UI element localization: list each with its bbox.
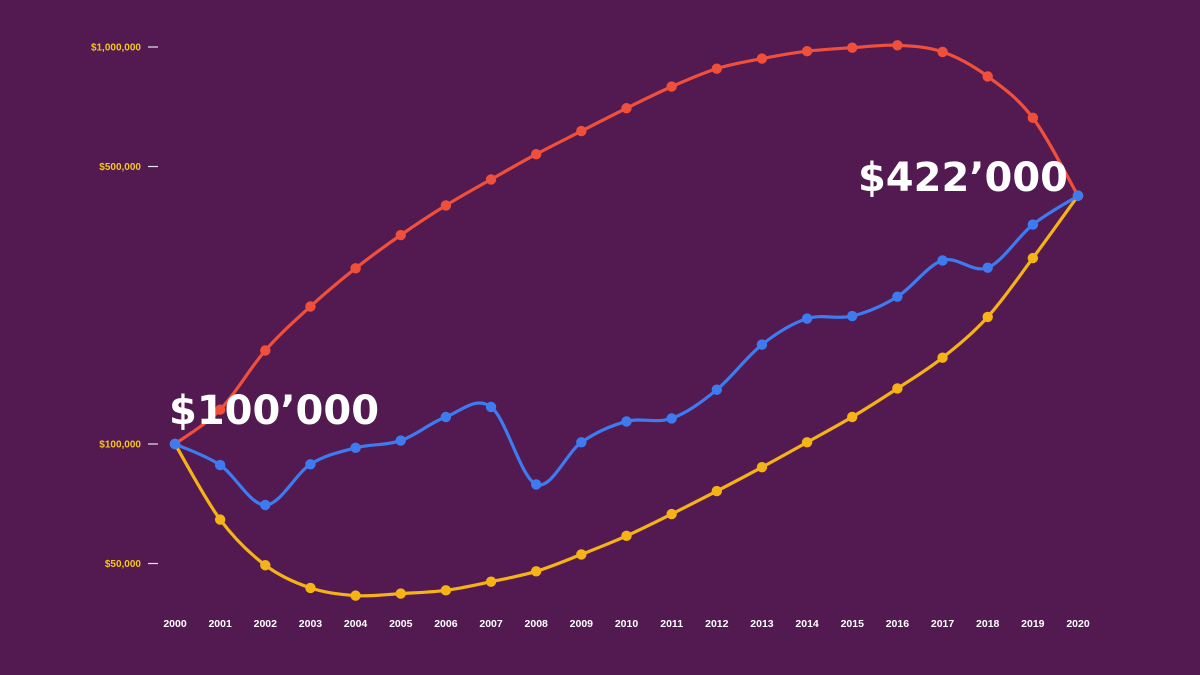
data-point [576, 125, 587, 137]
data-point [847, 42, 858, 53]
y-tick-label: $50,000 [105, 559, 142, 570]
data-point [305, 301, 316, 312]
y-axis: $50,000 $100,000 $500,000 $1,000,000 [91, 43, 158, 570]
data-point [350, 442, 361, 454]
data-point [531, 479, 542, 490]
data-point [937, 255, 948, 266]
x-tick-label: 2011 [660, 618, 683, 630]
data-point [666, 413, 677, 424]
x-tick-label: 2017 [931, 618, 955, 630]
data-point [937, 46, 948, 58]
data-point [621, 530, 632, 542]
data-point [350, 590, 361, 601]
data-point [440, 200, 452, 211]
data-point [260, 345, 271, 356]
data-point [982, 71, 993, 82]
data-point [531, 566, 542, 577]
x-tick-label: 2008 [525, 618, 549, 630]
series-line [173, 194, 1080, 507]
data-point [801, 313, 813, 324]
x-tick-label: 2004 [344, 618, 368, 630]
data-point [666, 508, 677, 520]
x-tick-label: 2001 [208, 618, 232, 630]
y-tick-label: $1,000,000 [91, 43, 141, 54]
data-point [892, 291, 903, 302]
data-point [260, 499, 271, 511]
data-point [531, 149, 542, 160]
data-point [1027, 219, 1039, 230]
x-tick-label: 2015 [841, 618, 865, 630]
data-point [756, 53, 768, 64]
x-tick-label: 2000 [163, 618, 187, 630]
annotation-start-value: $100’000 [169, 388, 379, 434]
annotations: $100’000 $422’000 [169, 155, 1068, 434]
data-point [756, 462, 768, 473]
data-point [1072, 190, 1084, 201]
x-tick-label: 2006 [434, 618, 458, 630]
data-point [214, 514, 226, 525]
x-tick-label: 2020 [1066, 618, 1090, 630]
x-tick-label: 2019 [1021, 618, 1045, 630]
data-point [395, 588, 406, 599]
x-tick-label: 2002 [254, 618, 278, 630]
x-tick-label: 2014 [795, 618, 819, 630]
data-point [485, 174, 497, 185]
data-point [485, 576, 497, 587]
data-point [801, 437, 813, 448]
series-group [169, 40, 1084, 601]
data-point [892, 383, 903, 394]
series-3 [169, 190, 1084, 511]
data-point [711, 63, 722, 74]
x-tick-label: 2016 [886, 618, 910, 630]
y-tick-label: $500,000 [99, 162, 141, 173]
x-tick-label: 2013 [750, 618, 774, 630]
data-point [305, 459, 316, 470]
data-point [847, 411, 858, 423]
data-point [395, 229, 406, 241]
x-tick-label: 2003 [299, 618, 323, 630]
data-point [666, 81, 677, 92]
annotation-end-value: $422’000 [858, 155, 1068, 201]
data-point [1027, 112, 1039, 124]
data-point [892, 40, 903, 51]
data-point [937, 352, 948, 363]
x-tick-label: 2018 [976, 618, 1000, 630]
x-tick-label: 2010 [615, 618, 639, 630]
data-point [485, 401, 497, 413]
data-point [847, 310, 858, 322]
data-point [169, 438, 181, 450]
x-tick-label: 2005 [389, 618, 413, 630]
x-tick-label: 2007 [479, 618, 503, 630]
data-point [350, 263, 361, 274]
data-point [440, 411, 452, 423]
data-point [621, 416, 632, 427]
data-point [395, 435, 406, 446]
data-point [214, 404, 226, 415]
data-point [305, 582, 316, 594]
data-point [711, 485, 722, 497]
data-point [440, 585, 452, 596]
data-point [576, 549, 587, 560]
data-point [576, 437, 587, 448]
x-tick-label: 2012 [705, 618, 729, 630]
data-point [982, 311, 993, 323]
x-tick-label: 2009 [570, 618, 594, 630]
data-point [801, 45, 813, 57]
data-point [756, 339, 768, 350]
data-point [711, 384, 722, 395]
data-point [621, 103, 632, 114]
data-point [1027, 252, 1039, 264]
data-point [214, 459, 226, 471]
data-point [260, 560, 271, 571]
y-tick-label: $100,000 [99, 440, 141, 451]
x-axis: 2000 2001 2002 2003 2004 2005 2006 2007 2008 2009… [163, 618, 1090, 630]
data-point [982, 262, 993, 273]
